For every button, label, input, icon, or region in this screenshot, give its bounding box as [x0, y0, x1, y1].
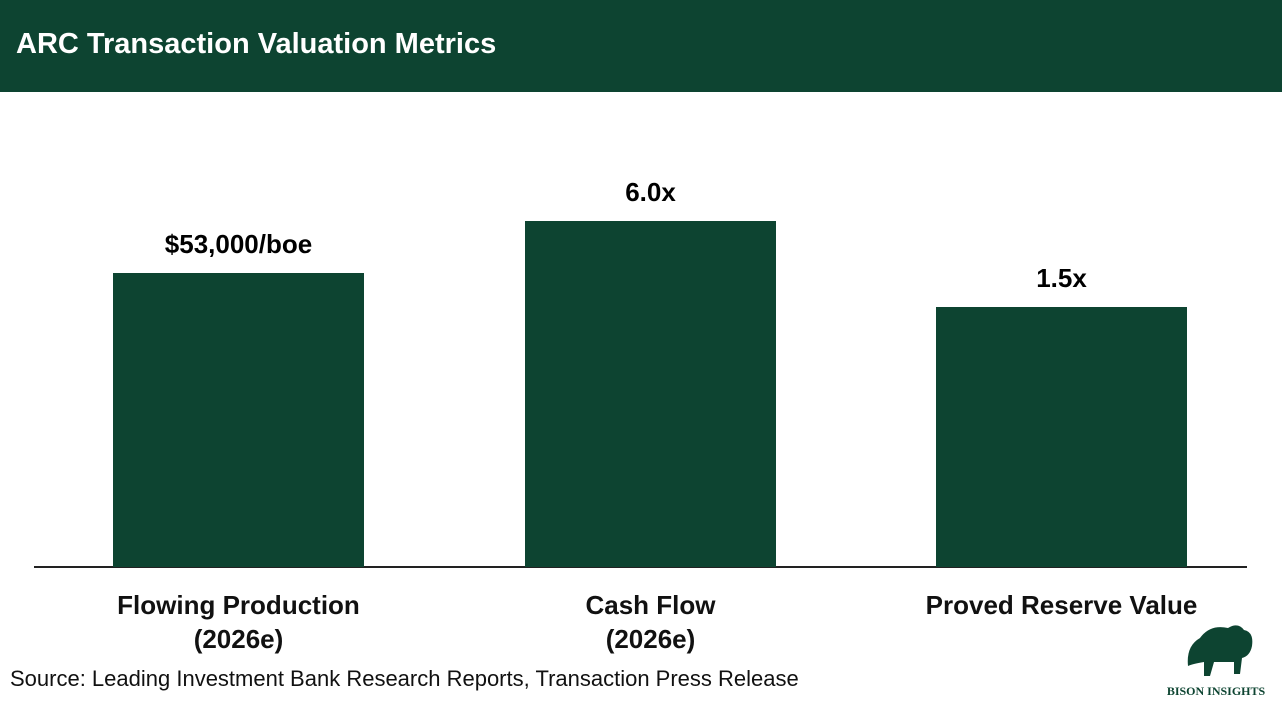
- logo-text: BISON INSIGHTS: [1166, 684, 1266, 698]
- source-note: Source: Leading Investment Bank Research…: [10, 666, 799, 691]
- data-label: $53,000/boe: [164, 229, 313, 259]
- header-band: ARC Transaction Valuation Metrics: [0, 0, 1282, 92]
- x-tick-label: Cash Flow (2026e): [585, 590, 716, 654]
- chart-title: ARC Transaction Valuation Metrics: [16, 28, 497, 60]
- logo-icon: [1187, 625, 1253, 676]
- data-label: 1.5x: [1036, 263, 1087, 293]
- baseline: [34, 566, 1247, 568]
- bar: [525, 221, 776, 567]
- x-tick-label: Proved Reserve Value: [925, 590, 1198, 620]
- data-label: 6.0x: [625, 177, 676, 207]
- bar: [936, 307, 1187, 567]
- x-tick-label: Flowing Production (2026e): [117, 590, 360, 654]
- bar: [113, 273, 364, 567]
